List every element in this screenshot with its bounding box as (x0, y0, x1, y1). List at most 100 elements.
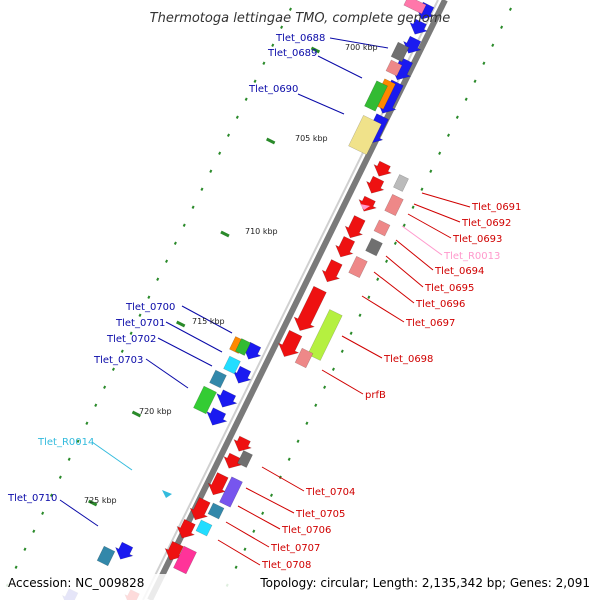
leader-line (373, 271, 415, 304)
gene-label[interactable]: Tlet_R0014 (37, 437, 94, 448)
major-tick (220, 230, 230, 238)
gene-label[interactable]: Tlet_0688 (275, 33, 325, 44)
gene-block (209, 369, 227, 389)
leader-line (261, 466, 305, 492)
gene-label[interactable]: Tlet_0692 (461, 218, 511, 229)
tick-mark (376, 277, 380, 281)
gene-arrow (189, 497, 211, 521)
tick-mark (156, 277, 160, 281)
leader-line (217, 539, 261, 566)
tick-mark (235, 115, 239, 119)
gene-label[interactable]: prfB (365, 390, 386, 401)
gene-arrow (115, 541, 134, 560)
tick-mark (288, 7, 292, 11)
gene-label[interactable]: Tlet_0698 (383, 354, 433, 365)
gene-label[interactable]: Tlet_0701 (115, 318, 165, 329)
map-title: Thermotoga lettingae TMO, complete genom… (150, 11, 451, 26)
gene-label[interactable]: Tlet_0689 (267, 48, 317, 59)
gene-labels: Tlet_0688 Tlet_0689 Tlet_0690 Tlet_0691 … (7, 33, 521, 571)
tick-mark (280, 25, 284, 29)
tick-mark (138, 313, 142, 317)
gene-arrow (344, 215, 366, 239)
gene-label[interactable]: Tlet_0710 (7, 493, 57, 504)
gene-label[interactable]: Tlet_0704 (305, 487, 355, 498)
tick-mark (147, 295, 151, 299)
gene-arrow (216, 389, 238, 408)
tick-mark (14, 565, 18, 569)
footer-background (0, 574, 600, 600)
gene-label[interactable]: Tlet_0693 (452, 234, 502, 245)
leader-line (407, 213, 452, 239)
tick-mark (234, 565, 238, 569)
leader-line (317, 55, 363, 79)
major-tick (310, 46, 321, 54)
leader-line (91, 441, 133, 471)
tick-mark (411, 205, 415, 209)
leader-line (157, 337, 213, 367)
gene-label[interactable]: Tlet_R0013 (443, 251, 500, 262)
tick-mark (173, 241, 177, 245)
scale-label-725: 725 kbp (84, 496, 117, 505)
gene-label[interactable]: Tlet_0703 (93, 355, 143, 366)
gene-label[interactable]: Tlet_0691 (471, 202, 521, 213)
gene-arrow (206, 407, 228, 426)
gene-block (348, 255, 368, 279)
gene-block (403, 0, 427, 15)
tick-mark (349, 331, 353, 335)
gene-block (307, 309, 343, 361)
gene-label[interactable]: Tlet_0695 (424, 283, 474, 294)
tick-mark (314, 403, 318, 407)
gene-label[interactable]: Tlet_0706 (281, 525, 331, 536)
gene-arrow (321, 259, 343, 283)
gene-label[interactable]: Tlet_0697 (405, 318, 455, 329)
major-tick (131, 410, 142, 418)
topology-text: Topology: circular; Length: 2,135,342 bp… (259, 576, 590, 590)
major-tick (176, 320, 186, 328)
accession-text: Accession: NC_009828 (8, 576, 144, 590)
tick-mark (438, 151, 442, 155)
tick-mark (464, 97, 468, 101)
tick-mark (252, 529, 256, 533)
tick-mark (32, 529, 36, 533)
tick-mark (94, 403, 98, 407)
gene-arrow (373, 160, 392, 177)
tick-mark (340, 349, 344, 353)
tick-mark (429, 169, 433, 173)
gene-block (294, 347, 314, 369)
tick-mark (209, 169, 213, 173)
gene-label[interactable]: Tlet_0696 (415, 299, 465, 310)
tick-mark (262, 61, 266, 65)
gene-label[interactable]: Tlet_0702 (106, 334, 156, 345)
scale-labels: 700 kbp 705 kbp 710 kbp 715 kbp 720 kbp … (84, 43, 378, 505)
tick-mark (446, 133, 451, 137)
tick-mark (402, 223, 406, 227)
gene-block (390, 41, 410, 63)
gene-label[interactable]: Tlet_0708 (261, 560, 311, 571)
tick-mark (191, 205, 195, 209)
tick-mark (261, 511, 265, 515)
tick-mark (103, 385, 107, 389)
gene-label[interactable]: Tlet_0707 (270, 543, 320, 554)
tick-mark (305, 421, 309, 425)
tick-mark (473, 79, 477, 83)
tick-mark (111, 367, 115, 371)
tick-mark (49, 493, 54, 497)
tick-mark (85, 421, 89, 425)
tick-mark (23, 547, 27, 551)
gene-label[interactable]: Tlet_0694 (434, 266, 484, 277)
gene-label[interactable]: Tlet_0705 (295, 509, 345, 520)
tick-mark (271, 43, 275, 47)
major-tick (266, 137, 276, 145)
gene-block (365, 237, 383, 257)
gene-label[interactable]: Tlet_0690 (248, 84, 298, 95)
gene-block (235, 338, 251, 356)
gene-arrow (293, 285, 327, 331)
gene-label[interactable]: Tlet_0700 (125, 302, 175, 313)
tick-mark (508, 7, 512, 11)
tick-mark (253, 79, 257, 83)
tick-mark (226, 133, 231, 137)
leader-line (165, 321, 223, 353)
leader-line (401, 225, 443, 256)
gene-features (61, 0, 435, 600)
gene-block (223, 355, 241, 375)
